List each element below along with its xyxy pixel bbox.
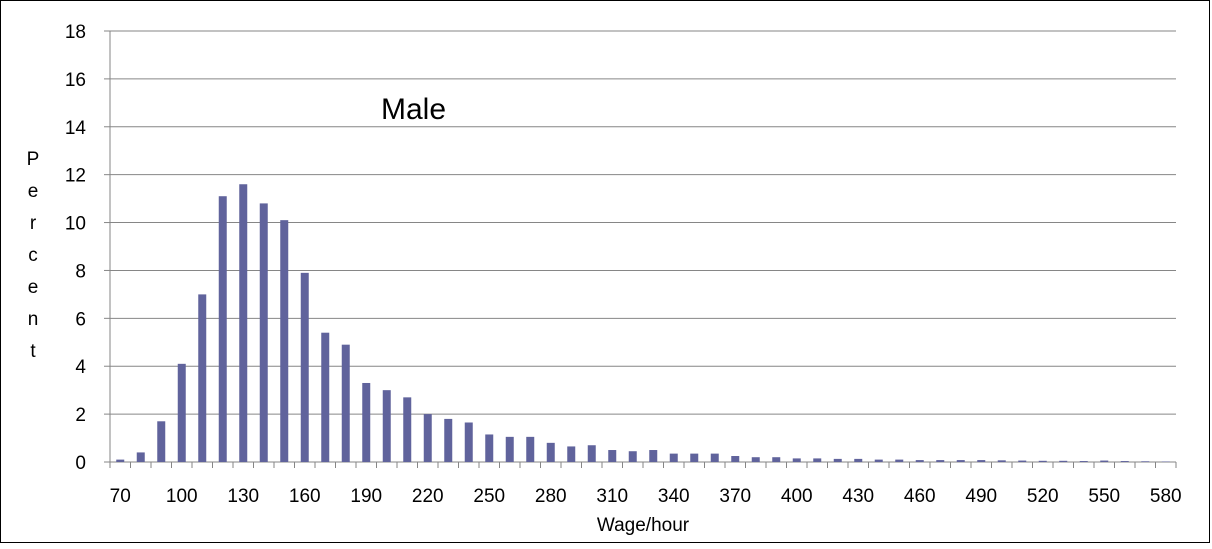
bar [813, 458, 821, 462]
chart-title: Male [381, 93, 446, 126]
x-tick-label: 280 [535, 486, 567, 507]
x-tick-label: 430 [842, 486, 874, 507]
x-tick-label: 550 [1088, 486, 1120, 507]
bar [239, 184, 247, 462]
bar [465, 422, 473, 462]
bar [936, 460, 944, 462]
bar [1039, 461, 1047, 462]
x-tick-label: 400 [781, 486, 813, 507]
bar [178, 364, 186, 462]
bar [137, 452, 145, 462]
bar [875, 460, 883, 462]
y-tick-label: 8 [75, 261, 86, 282]
bar [793, 458, 801, 462]
x-tick-label: 580 [1150, 486, 1182, 507]
bar [772, 457, 780, 462]
bar [998, 460, 1006, 462]
bar [690, 454, 698, 462]
bar [834, 459, 842, 462]
x-tick-label: 340 [658, 486, 690, 507]
bar [362, 383, 370, 462]
bar [424, 414, 432, 462]
bar [711, 454, 719, 462]
bar [280, 220, 288, 462]
bar [506, 437, 514, 462]
x-tick-label: 370 [719, 486, 751, 507]
bar [1141, 461, 1149, 462]
y-tick-label: 12 [65, 166, 86, 187]
bar [1018, 461, 1026, 462]
bar [895, 460, 903, 462]
bar [588, 445, 596, 462]
x-tick-label: 520 [1027, 486, 1059, 507]
bar [916, 460, 924, 462]
y-tick-label: 4 [75, 357, 86, 378]
bar [957, 460, 965, 462]
bar [157, 421, 165, 462]
x-tick-label: 250 [473, 486, 505, 507]
bar [321, 333, 329, 462]
bar [301, 273, 309, 462]
bar [608, 450, 616, 462]
bar [342, 345, 350, 462]
bar [629, 451, 637, 462]
y-tick-label: 14 [65, 118, 87, 139]
y-tick-label: 16 [65, 70, 86, 91]
bar [1059, 461, 1067, 462]
bar [444, 419, 452, 462]
bar [547, 443, 555, 462]
x-tick-label: 130 [227, 486, 259, 507]
bar [1080, 461, 1088, 462]
bar [752, 457, 760, 462]
x-tick-label: 460 [904, 486, 936, 507]
y-tick-label: 2 [75, 405, 86, 426]
x-tick-label: 160 [289, 486, 321, 507]
x-tick-label: 220 [412, 486, 444, 507]
bar [1121, 461, 1129, 462]
x-tick-label: 490 [965, 486, 997, 507]
y-tick-label: 0 [75, 453, 86, 474]
bar [731, 456, 739, 462]
x-tick-label: 100 [166, 486, 198, 507]
x-tick-label: 70 [110, 486, 131, 507]
bar [670, 454, 678, 462]
y-tick-label: 10 [65, 214, 86, 235]
bar [649, 450, 657, 462]
bar [854, 459, 862, 462]
bar [116, 460, 124, 462]
bar [567, 446, 575, 462]
bar [526, 437, 534, 462]
bar [1100, 461, 1108, 462]
bar [485, 434, 493, 462]
x-tick-label: 190 [350, 486, 382, 507]
x-axis-label: Wage/hour [597, 515, 690, 536]
y-tick-label: 6 [75, 309, 86, 330]
y-tick-label: 18 [65, 22, 86, 43]
bar [219, 196, 227, 462]
bar [198, 294, 206, 462]
bar [977, 460, 985, 462]
bar [383, 390, 391, 462]
x-tick-label: 310 [596, 486, 628, 507]
bar [403, 397, 411, 462]
bar [260, 203, 268, 462]
